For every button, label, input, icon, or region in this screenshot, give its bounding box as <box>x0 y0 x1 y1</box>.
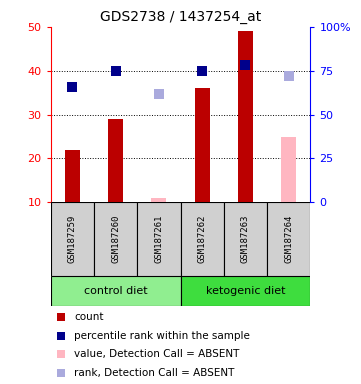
Bar <box>94 202 137 276</box>
Text: GSM187262: GSM187262 <box>198 215 206 263</box>
Bar <box>65 150 80 202</box>
Text: GSM187263: GSM187263 <box>241 215 250 263</box>
Bar <box>224 202 267 276</box>
Text: GSM187261: GSM187261 <box>155 215 163 263</box>
Text: GSM187259: GSM187259 <box>68 215 77 263</box>
Bar <box>195 88 210 202</box>
Bar <box>108 119 123 202</box>
Text: GSM187264: GSM187264 <box>284 215 293 263</box>
Text: GSM187260: GSM187260 <box>111 215 120 263</box>
Bar <box>180 276 310 306</box>
Bar <box>137 202 180 276</box>
Bar <box>51 202 94 276</box>
Bar <box>281 137 296 202</box>
Text: ketogenic diet: ketogenic diet <box>206 286 285 296</box>
Bar <box>238 31 253 202</box>
Text: control diet: control diet <box>84 286 147 296</box>
Bar <box>267 202 310 276</box>
Bar <box>151 198 166 202</box>
Text: value, Detection Call = ABSENT: value, Detection Call = ABSENT <box>74 349 239 359</box>
Bar <box>180 202 224 276</box>
Text: rank, Detection Call = ABSENT: rank, Detection Call = ABSENT <box>74 368 234 378</box>
Text: percentile rank within the sample: percentile rank within the sample <box>74 331 250 341</box>
Text: count: count <box>74 312 104 322</box>
Bar <box>51 276 180 306</box>
Title: GDS2738 / 1437254_at: GDS2738 / 1437254_at <box>100 10 261 25</box>
